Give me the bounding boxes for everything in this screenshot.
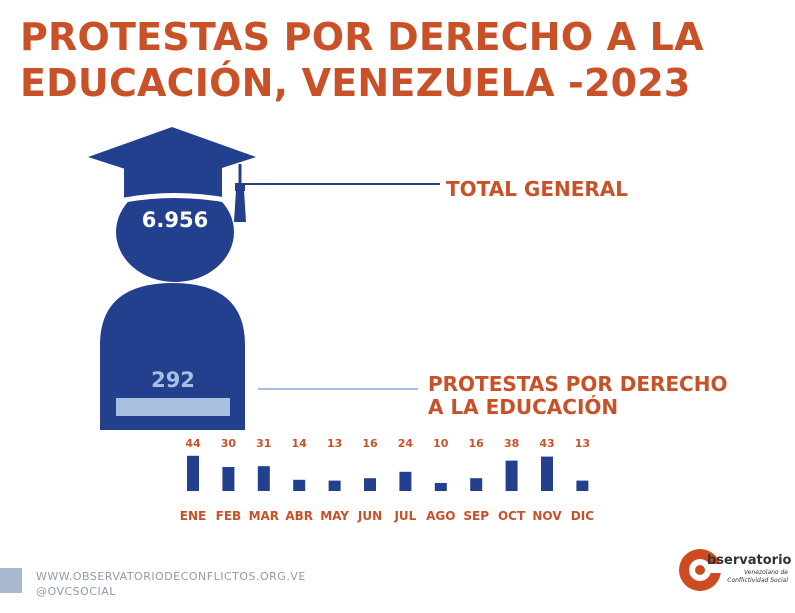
tassel [234,190,246,222]
category-label-dic: DIC [571,509,594,523]
education-label-line-2: A LA EDUCACIÓN [428,395,619,419]
bar-dic [576,480,589,491]
bar-oct [505,460,518,491]
bar-mar [257,466,270,491]
category-label-mar: MAR [249,509,279,523]
bar-jul [399,471,412,491]
bar-jun [364,478,376,491]
page-title: PROTESTAS POR DERECHO A LA EDUCACIÓN, VE… [20,14,780,106]
category-label-sep: SEP [463,509,489,523]
category-label-jun: JUN [357,509,382,523]
value-label-sep: 16 [469,437,485,450]
value-label-ene: 44 [185,437,201,450]
footer-text: WWW.OBSERVATORIODECONFLICTOS.ORG.VE @OVC… [36,569,306,599]
bar-abr [293,479,306,491]
value-label-dic: 13 [575,437,590,450]
logo-subtext-line-1: Venezolano de [744,569,788,576]
footer-social-handle[interactable]: @OVCSOCIAL [36,585,116,598]
bar-sep [470,478,483,491]
category-label-feb: FEB [216,509,242,523]
ovcs-logo-icon [679,549,722,591]
cap-gap [122,193,228,203]
value-label-nov: 43 [539,437,554,450]
monthly-bar-chart: 44 ENE 30 FEB 31 MAR 14 ABR 13 MAY 16 JUN 24 JUL 10 AGO… [180,437,594,523]
education-label-line-1: PROTESTAS POR DERECHO [428,372,728,396]
footer-website-link[interactable]: WWW.OBSERVATORIODECONFLICTOS.ORG.VE [36,570,306,583]
category-label-oct: OCT [498,509,526,523]
logo-subtext-line-2: Conflictividad Social [727,577,788,584]
category-label-ago: AGO [426,509,455,523]
tassel-knot [235,183,245,191]
category-label-nov: NOV [532,509,562,523]
value-label-mar: 31 [256,437,271,450]
value-label-ago: 10 [433,437,449,450]
head-circle [116,182,234,282]
value-label-may: 13 [327,437,342,450]
bar-nov [541,456,553,491]
value-label-jul: 24 [398,437,414,450]
value-label-abr: 14 [292,437,308,450]
bar-ene [187,455,199,491]
title-line-2: EDUCACIÓN, VENEZUELA -2023 [20,61,691,105]
graduate-figure-icon [88,127,440,430]
value-label-feb: 30 [221,437,237,450]
logo-text: bservatorio [707,553,792,568]
total-general-label: TOTAL GENERAL [446,177,629,201]
footer-square [0,568,22,593]
education-protests-value: 292 [151,368,195,392]
bar-ago [434,483,447,491]
category-label-abr: ABR [285,509,313,523]
bar-feb [222,467,235,491]
total-general-value: 6.956 [141,208,209,232]
category-label-may: MAY [320,509,349,523]
value-label-oct: 38 [504,437,519,450]
category-label-ene: ENE [180,509,206,523]
title-line-1: PROTESTAS POR DERECHO A LA [20,15,704,59]
value-label-jun: 16 [362,437,378,450]
body-strip [116,398,230,416]
body-shape [100,283,245,430]
category-label-jul: JUL [393,509,416,523]
bar-may [328,480,341,491]
education-protests-label: PROTESTAS POR DERECHO A LA EDUCACIÓN [428,373,748,419]
logo-subtext: Venezolano de Conflictividad Social [718,569,788,585]
